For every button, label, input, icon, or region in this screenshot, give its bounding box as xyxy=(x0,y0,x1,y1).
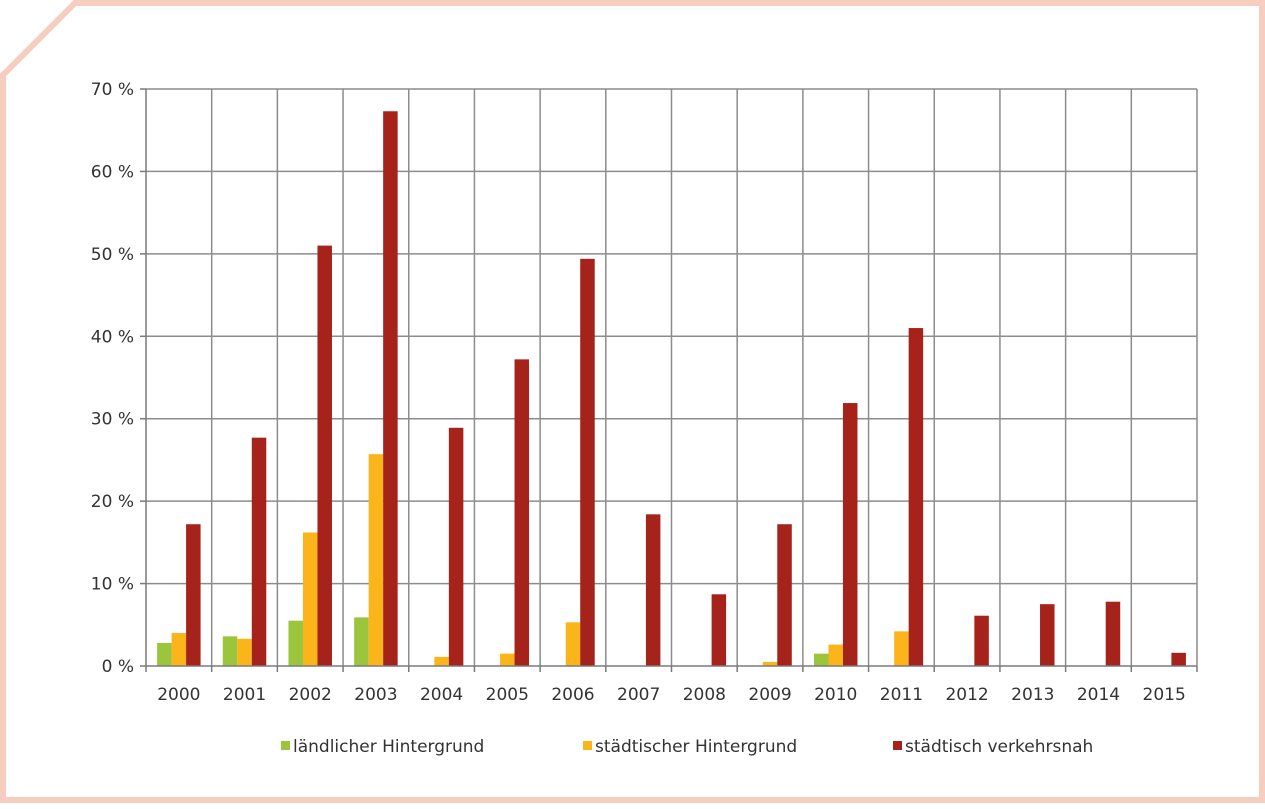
x-tick-label: 2003 xyxy=(354,685,397,705)
legend-swatch xyxy=(893,741,902,750)
x-axis-tick-labels: 2000 2001 2002 2003 2004 2005 2006 2007 2008 2009… xyxy=(157,685,1186,705)
x-tick-label: 2001 xyxy=(223,685,266,705)
legend-label: städtischer Hintergrund xyxy=(595,737,797,757)
legend-label: ländlicher Hintergrund xyxy=(293,737,484,757)
bar-städtisch-verkehrsnah-2013 xyxy=(1040,604,1055,666)
y-axis-tick-labels: 0 % 10 % 20 % 30 % 40 % 50 % 60 % 70 % xyxy=(91,80,134,677)
legend-swatch xyxy=(281,741,290,750)
plot-axes xyxy=(140,88,1198,672)
plot-gridlines xyxy=(146,88,1198,666)
y-tick-label: 30 % xyxy=(91,410,134,430)
bar-ländlicher-hintergrund-2010 xyxy=(813,653,829,666)
x-tick-label: 2013 xyxy=(1011,685,1054,705)
y-tick-label: 20 % xyxy=(91,492,134,512)
y-tick-label: 60 % xyxy=(91,162,134,182)
bar-städtischer-hintergrund-2004 xyxy=(434,656,449,666)
x-tick-label: 2006 xyxy=(551,685,594,705)
bar-städtisch-verkehrsnah-2002 xyxy=(317,245,332,666)
bar-städtischer-hintergrund-2000 xyxy=(171,633,187,666)
bar-städtisch-verkehrsnah-2008 xyxy=(711,594,727,666)
bar-städtischer-hintergrund-2005 xyxy=(500,653,515,666)
bar-städtisch-verkehrsnah-2009 xyxy=(777,524,792,666)
bar-städtischer-hintergrund-2006 xyxy=(565,622,581,666)
bar-städtischer-hintergrund-2003 xyxy=(368,454,384,666)
bar-städtisch-verkehrsnah-2004 xyxy=(448,427,464,666)
bar-städtisch-verkehrsnah-2005 xyxy=(514,359,530,666)
y-tick-label: 40 % xyxy=(91,327,134,347)
bar-ländlicher-hintergrund-2000 xyxy=(157,642,172,666)
bar-städtischer-hintergrund-2010 xyxy=(828,644,843,666)
bar-städtisch-verkehrsnah-2012 xyxy=(974,615,989,666)
plot-bars xyxy=(157,111,1186,666)
bar-städtisch-verkehrsnah-2006 xyxy=(580,258,595,666)
bar-ländlicher-hintergrund-2002 xyxy=(288,620,303,666)
legend-swatch xyxy=(583,741,592,750)
bar-städtischer-hintergrund-2011 xyxy=(894,631,909,666)
x-tick-label: 2004 xyxy=(420,685,463,705)
bar-städtisch-verkehrsnah-2000 xyxy=(186,524,201,666)
bar-städtischer-hintergrund-2001 xyxy=(237,638,252,666)
x-tick-label: 2011 xyxy=(880,685,923,705)
y-tick-label: 0 % xyxy=(102,657,134,677)
x-tick-label: 2015 xyxy=(1143,685,1186,705)
x-tick-label: 2012 xyxy=(945,685,988,705)
x-tick-label: 2002 xyxy=(289,685,332,705)
x-tick-label: 2005 xyxy=(486,685,529,705)
y-tick-label: 10 % xyxy=(91,575,134,595)
x-tick-label: 2007 xyxy=(617,685,660,705)
x-tick-label: 2009 xyxy=(748,685,791,705)
bar-städtisch-verkehrsnah-2015 xyxy=(1171,652,1186,666)
x-tick-label: 2014 xyxy=(1077,685,1120,705)
bar-ländlicher-hintergrund-2001 xyxy=(222,636,238,666)
bar-städtisch-verkehrsnah-2011 xyxy=(908,328,924,666)
bar-städtischer-hintergrund-2002 xyxy=(302,532,318,666)
x-tick-label: 2008 xyxy=(683,685,726,705)
y-tick-label: 50 % xyxy=(91,245,134,265)
bar-städtisch-verkehrsnah-2010 xyxy=(842,403,858,666)
bar-städtisch-verkehrsnah-2001 xyxy=(251,437,267,666)
bar-städtisch-verkehrsnah-2014 xyxy=(1105,601,1121,666)
chart-legend: ländlicher Hintergrund städtischer Hinter… xyxy=(281,737,1093,757)
x-tick-label: 2010 xyxy=(814,685,857,705)
bar-ländlicher-hintergrund-2003 xyxy=(354,617,369,666)
bar-städtischer-hintergrund-2009 xyxy=(762,661,778,666)
x-tick-label: 2000 xyxy=(157,685,200,705)
legend-label: städtisch verkehrsnah xyxy=(905,737,1093,757)
bar-städtisch-verkehrsnah-2003 xyxy=(383,111,398,666)
y-tick-label: 70 % xyxy=(91,80,134,100)
bar-städtisch-verkehrsnah-2007 xyxy=(645,514,661,666)
